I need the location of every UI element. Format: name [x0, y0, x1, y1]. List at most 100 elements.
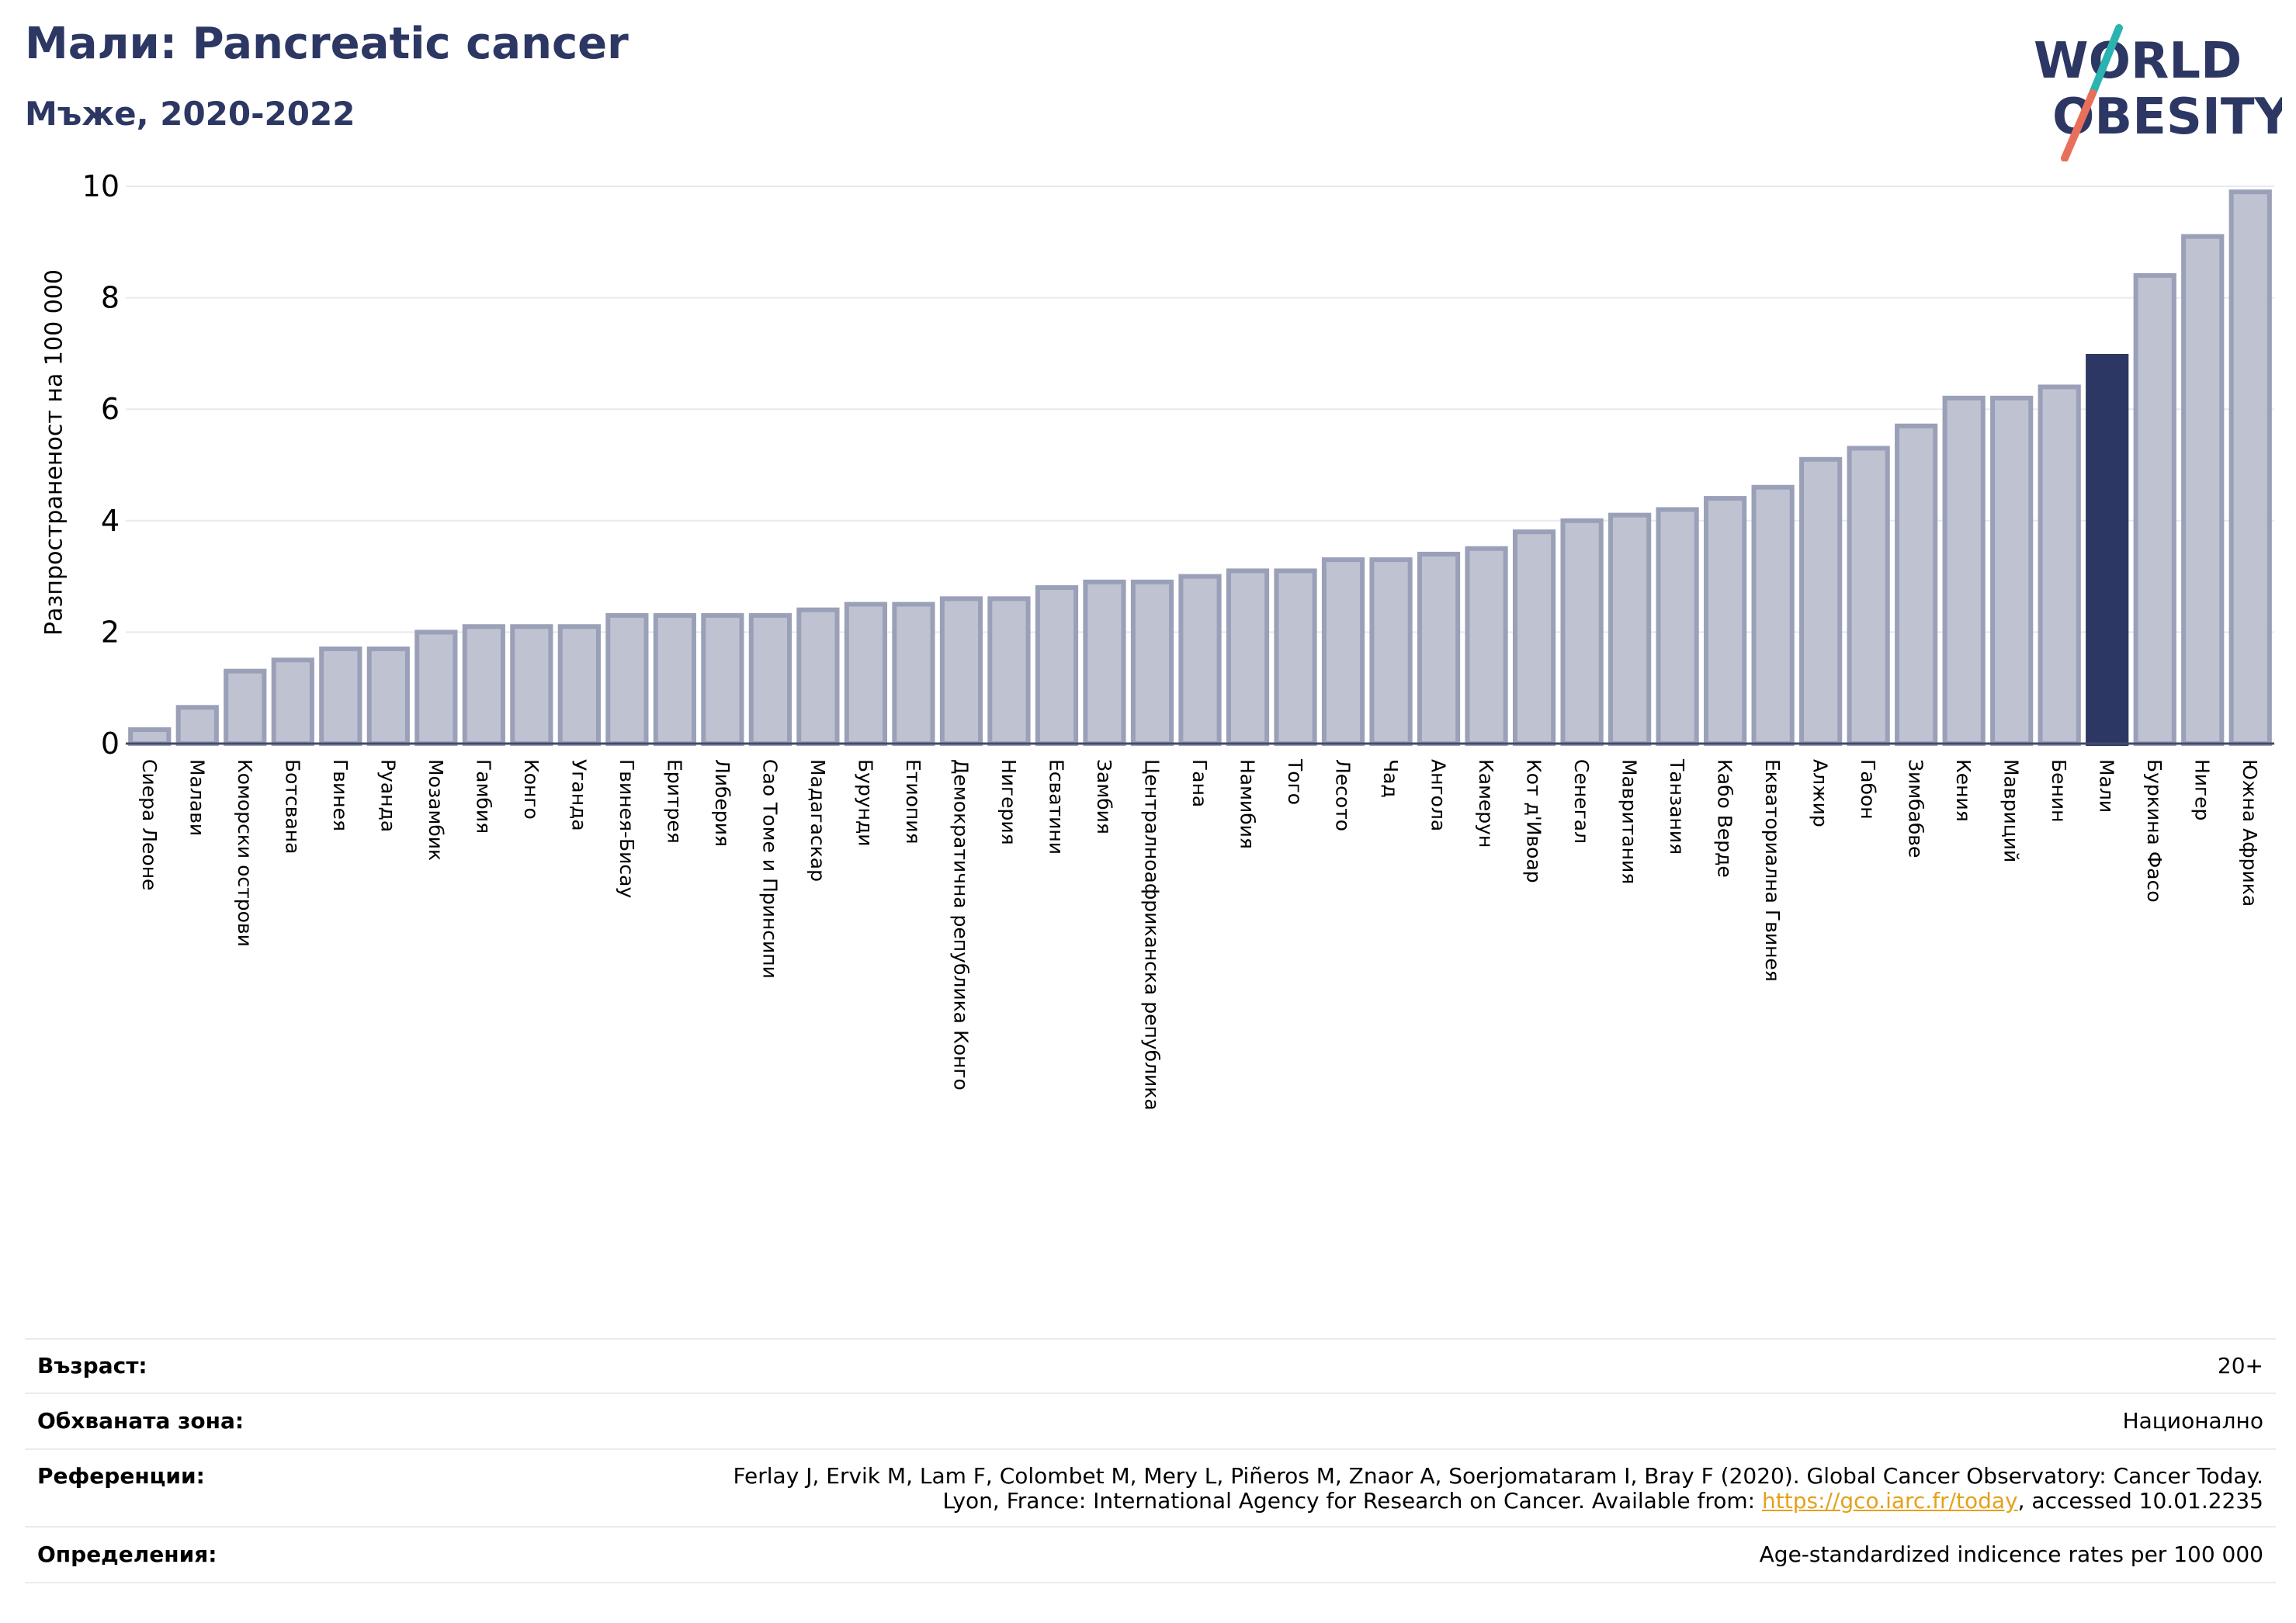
x-tick-label-26: Чад: [1379, 759, 1402, 798]
x-tick-label-32: Танзания: [1666, 758, 1688, 855]
x-tick-label-1: Малави: [186, 759, 208, 836]
bar-5: [366, 646, 410, 746]
x-tick-label-10: Гвинея-Бисау: [616, 759, 638, 898]
x-tick-label-12: Либерия: [711, 759, 734, 847]
bar-23: [1226, 568, 1270, 746]
bar-26: [1369, 557, 1413, 746]
info-row-coverage: Обхваната зона: Национално: [25, 1392, 2276, 1448]
references-prefix: Lyon, France: International Agency for R…: [942, 1488, 1762, 1514]
y-tick-label-1: 2: [101, 615, 120, 649]
bar-6: [414, 629, 458, 747]
bar-34: [1751, 484, 1795, 746]
logo-slash-orange: [2061, 89, 2097, 161]
bar-36: [1847, 446, 1890, 747]
references-line-1: Ferlay J, Ervik M, Lam F, Colombet M, Me…: [733, 1463, 2263, 1489]
x-tick-label-37: Зимбабве: [1905, 759, 1927, 858]
references-value: Ferlay J, Ervik M, Lam F, Colombet M, Me…: [733, 1464, 2276, 1514]
x-tick-label-34: Екваториална Гвинея: [1761, 759, 1784, 982]
y-tick-label-5: 10: [82, 169, 120, 203]
bar-7: [462, 624, 505, 746]
x-tick-label-39: Мавриций: [2000, 759, 2023, 862]
bar-28: [1465, 546, 1508, 747]
info-table: Възраст: 20+ Обхваната зона: Национално …: [25, 1338, 2276, 1583]
coverage-label: Обхваната зона:: [37, 1408, 245, 1434]
x-tick-label-2: Коморски острови: [234, 759, 256, 947]
bar-41: [2086, 353, 2129, 746]
definitions-value: Age-standardized indicence rates per 100…: [1759, 1542, 2263, 1567]
x-tick-label-7: Гамбия: [472, 759, 494, 834]
y-tick-label-3: 6: [101, 392, 120, 426]
bar-22: [1178, 574, 1222, 746]
x-tick-label-30: Сенегал: [1570, 759, 1593, 844]
bar-44: [2228, 189, 2272, 746]
x-tick-label-0: Сиера Леоне: [138, 759, 161, 890]
y-tick-label-2: 4: [101, 504, 120, 538]
x-tick-label-6: Мозамбик: [425, 759, 447, 861]
x-tick-label-23: Намибия: [1236, 759, 1259, 849]
bar-33: [1704, 496, 1747, 747]
definitions-label: Определения:: [37, 1542, 217, 1567]
logo-slash-teal: [2089, 24, 2123, 97]
x-tick-label-21: Централноафриканска република: [1140, 759, 1163, 1111]
references-suffix: , accessed 10.01.2235: [2017, 1488, 2263, 1514]
x-tick-label-5: Руанда: [376, 759, 399, 832]
bar-14: [796, 607, 840, 746]
x-tick-label-19: Есватини: [1045, 759, 1067, 855]
x-tick-label-8: Конго: [520, 759, 543, 820]
age-label: Възраст:: [37, 1353, 147, 1379]
x-tick-label-43: Нигер: [2191, 759, 2214, 820]
coverage-value: Национално: [2122, 1408, 2263, 1434]
x-tick-label-35: Алжир: [1809, 759, 1832, 827]
bar-38: [1942, 395, 1986, 747]
x-tick-label-42: Буркина Фасо: [2143, 759, 2166, 903]
info-row-age: Възраст: 20+: [25, 1338, 2276, 1392]
bar-24: [1274, 568, 1317, 746]
bar-35: [1799, 456, 1843, 746]
x-tick-label-13: Сао Томе и Принсипи: [758, 759, 781, 979]
bar-10: [605, 612, 649, 746]
bar-15: [844, 602, 888, 746]
logo-word-world: WORLD: [2034, 33, 2242, 90]
bar-2: [224, 668, 267, 746]
x-tick-label-27: Ангола: [1427, 759, 1450, 831]
bar-chart: 0 2 4 6 8 10 Сиера Леоне Малави Коморски острови…: [82, 169, 2274, 1111]
x-tick-label-31: Мавритания: [1618, 759, 1641, 884]
bar-9: [557, 624, 601, 746]
x-tick-label-3: Ботсвана: [281, 759, 303, 854]
bar-0: [128, 727, 172, 746]
bar-8: [510, 624, 553, 746]
x-tick-label-33: Кабо Верде: [1714, 759, 1736, 878]
bar-31: [1608, 512, 1652, 746]
x-tick-label-16: Етиопия: [902, 759, 924, 844]
info-row-definitions: Определения: Age-standardized indicence …: [25, 1526, 2276, 1583]
bar-37: [1895, 423, 1938, 746]
bar-43: [2181, 234, 2225, 746]
x-tick-label-38: Кения: [1952, 759, 1975, 822]
x-tick-label-41: Мали: [2096, 759, 2118, 813]
x-tick-label-40: Бенин: [2048, 759, 2070, 822]
references-link[interactable]: https://gco.iarc.fr/today: [1762, 1488, 2018, 1514]
world-obesity-logo: WORLD OBESITY: [2034, 24, 2282, 161]
bar-29: [1512, 529, 1556, 746]
bar-18: [987, 596, 1031, 746]
bar-12: [701, 612, 744, 746]
x-tick-label-25: Лесото: [1332, 759, 1354, 831]
x-tick-label-17: Демократична република Конго: [949, 759, 972, 1091]
x-tick-label-11: Еритрея: [663, 759, 685, 844]
x-tick-label-29: Кот д'Ивоар: [1523, 759, 1545, 883]
x-tick-label-28: Камерун: [1475, 759, 1497, 848]
y-tick-label-0: 0: [101, 727, 120, 761]
info-row-references: Референции: Ferlay J, Ervik M, Lam F, Co…: [25, 1448, 2276, 1526]
bar-25: [1321, 557, 1365, 746]
references-label: Референции:: [37, 1463, 205, 1489]
bar-3: [271, 657, 314, 746]
bar-4: [319, 646, 362, 746]
x-tick-label-15: Бурунди: [854, 759, 876, 847]
references-line-2: Lyon, France: International Agency for R…: [733, 1489, 2263, 1514]
bar-11: [653, 612, 696, 746]
bar-32: [1656, 507, 1699, 746]
bar-20: [1083, 579, 1126, 747]
bar-30: [1560, 518, 1604, 746]
bar-21: [1130, 579, 1174, 747]
age-value: 20+: [2217, 1353, 2263, 1379]
